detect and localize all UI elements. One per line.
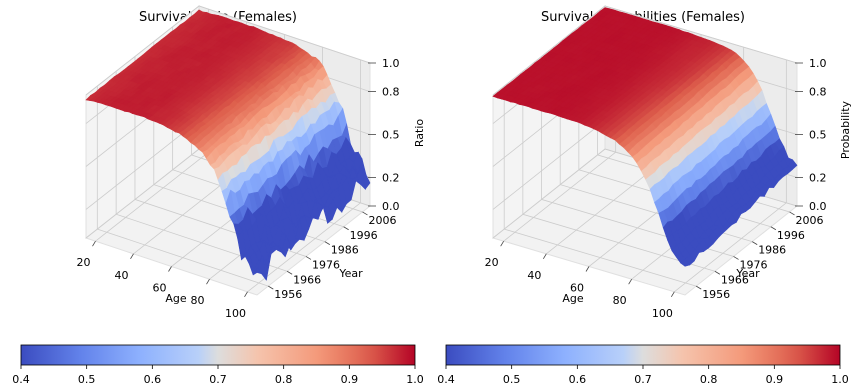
x-tick <box>92 240 96 247</box>
x-tick <box>206 278 210 285</box>
surface <box>492 7 798 267</box>
y-axis-label: Year <box>338 267 363 280</box>
x-tick-label: 20 <box>77 256 91 269</box>
y-tick <box>789 211 795 216</box>
y-tick <box>362 211 368 216</box>
x-tick-label: 80 <box>191 294 205 307</box>
z-tick-label: 1.0 <box>382 57 400 70</box>
x-tick <box>130 253 134 260</box>
y-tick-label: 2006 <box>796 214 824 227</box>
y-tick <box>751 241 758 245</box>
y-tick <box>343 226 349 231</box>
gridline-z <box>492 5 798 96</box>
colorbar-gradient <box>445 344 841 366</box>
colorbar-tick-label: 0.6 <box>569 373 587 386</box>
y-tick-label: 1986 <box>331 244 359 257</box>
x-tick <box>168 266 172 272</box>
x-tick-label: 40 <box>527 269 541 282</box>
y-tick-label: 1996 <box>777 229 805 242</box>
y-tick-label: 1956 <box>702 288 730 301</box>
y-tick <box>695 285 702 290</box>
z-tick-label: 0.2 <box>382 171 400 184</box>
y-tick <box>770 226 777 231</box>
colorbar-tick-label: 0.4 <box>12 373 30 386</box>
x-tick <box>500 240 505 247</box>
y-tick <box>286 270 293 275</box>
colorbar-tick-label: 0.7 <box>634 373 652 386</box>
z-axis-label: Ratio <box>413 119 426 148</box>
x-tick-label: 80 <box>613 294 627 307</box>
gridline-z <box>85 5 371 96</box>
y-tick <box>305 256 312 260</box>
y-axis-label: Year <box>735 267 760 280</box>
x-tick-label: 100 <box>225 307 246 320</box>
colorbar-tick-label: 0.5 <box>78 373 96 386</box>
x-tick <box>628 278 633 285</box>
x-axis-label: Age <box>165 292 187 305</box>
x-tick <box>670 291 675 298</box>
colorbar-tick-label: 1.0 <box>406 373 424 386</box>
colorbar-gradient <box>20 344 416 366</box>
y-tick-label: 1976 <box>740 258 768 271</box>
colorbar-tick-label: 0.4 <box>437 373 455 386</box>
x-tick-label: 40 <box>115 269 129 282</box>
x-tick-label: 60 <box>570 282 584 295</box>
x-tick <box>542 253 547 260</box>
z-tick-label: 0.0 <box>382 200 400 213</box>
x-tick <box>244 291 248 298</box>
x-tick-label: 20 <box>485 256 499 269</box>
z-tick-label: 1.0 <box>809 57 827 70</box>
colorbar: 0.4 0.5 0.6 0.7 0.8 0.9 1.0 <box>437 344 849 386</box>
z-tick-label: 0.5 <box>809 129 827 142</box>
z-tick-label: 0.8 <box>382 86 400 99</box>
surface-patch <box>252 267 263 276</box>
z-tick-label: 0.8 <box>809 86 827 99</box>
x-tick <box>585 266 590 272</box>
survival-ratio-plot: Survival Ratio (Females) 204060801001956… <box>77 4 426 320</box>
y-tick-label: 1976 <box>312 258 340 271</box>
z-axis-label: Probability <box>839 100 852 159</box>
x-axis-label: Age <box>562 292 584 305</box>
surface-patch <box>680 258 691 267</box>
y-tick <box>733 256 739 260</box>
z-tick-label: 0.2 <box>809 171 827 184</box>
colorbar-tick-label: 0.8 <box>275 373 293 386</box>
y-tick <box>714 270 721 275</box>
colorbar-tick-label: 1.0 <box>831 373 849 386</box>
y-tick <box>324 241 331 245</box>
y-tick-label: 1996 <box>350 229 378 242</box>
colorbar-tick-label: 0.5 <box>503 373 521 386</box>
colorbar-tick-label: 0.9 <box>341 373 359 386</box>
colorbar-tick-label: 0.9 <box>766 373 784 386</box>
y-tick-label: 1986 <box>758 244 786 257</box>
y-tick-label: 1966 <box>721 273 749 286</box>
survival-probabilities-plot: Survival Probabilities (Females) 2040608… <box>485 4 852 320</box>
z-tick-label: 0.0 <box>809 200 827 213</box>
colorbar-tick-label: 0.7 <box>209 373 227 386</box>
z-tick-label: 0.5 <box>382 129 400 142</box>
surface <box>85 9 371 281</box>
colorbar: 0.4 0.5 0.6 0.7 0.8 0.9 1.0 <box>12 344 424 386</box>
y-tick-label: 1966 <box>293 273 321 286</box>
x-tick-label: 60 <box>153 282 167 295</box>
colorbar-tick-label: 0.8 <box>700 373 718 386</box>
y-tick-label: 1956 <box>274 288 302 301</box>
y-tick <box>268 285 274 290</box>
y-tick-label: 2006 <box>368 214 396 227</box>
x-tick-label: 100 <box>652 307 673 320</box>
colorbar-tick-label: 0.6 <box>144 373 162 386</box>
